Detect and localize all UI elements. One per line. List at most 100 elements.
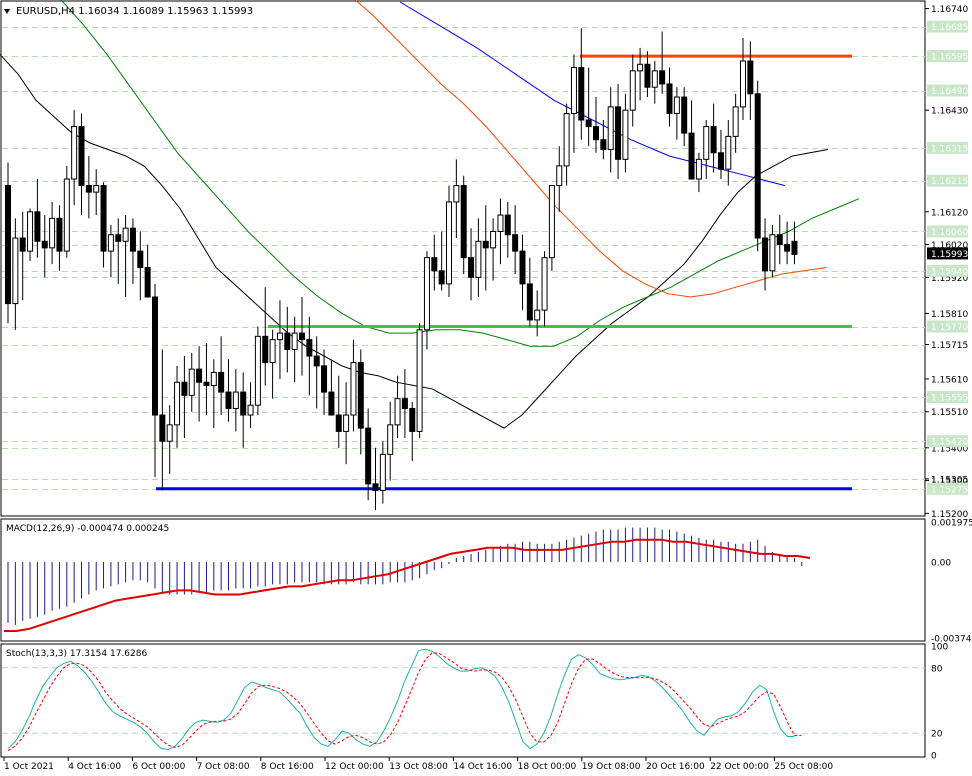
- candle-body: [394, 398, 401, 426]
- candle-body: [343, 414, 350, 432]
- candle-body: [100, 185, 107, 252]
- moving-averages: [0, 0, 860, 429]
- candle-body: [269, 339, 276, 364]
- price-level-badge: [927, 435, 968, 448]
- candle-body: [710, 126, 717, 154]
- price-level-label: 1.15940: [931, 267, 968, 277]
- candle-body: [41, 240, 48, 249]
- price-level-badge: [927, 320, 968, 333]
- stoch-panel[interactable]: [0, 643, 926, 758]
- candle-body: [203, 381, 210, 387]
- candle-body: [703, 126, 710, 160]
- candle-body: [232, 391, 239, 409]
- macd-tick-label: -0.003747: [931, 635, 972, 645]
- candle-body: [585, 119, 592, 128]
- price-level-label: 1.15555: [931, 393, 968, 403]
- candle-body: [284, 332, 291, 350]
- candle-body: [534, 309, 541, 321]
- candle-body: [387, 424, 394, 455]
- moving-average-line: [0, 54, 829, 429]
- candle-body: [747, 60, 754, 95]
- price-level-badge: [927, 141, 968, 154]
- candle-body: [225, 391, 232, 409]
- candle-body: [372, 483, 379, 491]
- price-level-badge: [927, 84, 968, 97]
- price-level-label: 1.16060: [931, 228, 968, 238]
- candle-body: [475, 240, 482, 278]
- price-level-label: 1.16685: [931, 23, 968, 33]
- price-level-label: 1.15420: [931, 438, 968, 448]
- candle-body: [166, 424, 173, 442]
- candle-body: [12, 237, 19, 305]
- price-level-badge: [927, 264, 968, 277]
- time-tick-label: 6 Oct 00:00: [132, 762, 185, 772]
- candle-body: [556, 165, 563, 187]
- candle-body: [78, 126, 85, 187]
- candle-body: [85, 185, 92, 193]
- horizontal-levels[interactable]: [156, 54, 852, 491]
- candle-body: [541, 257, 548, 311]
- candle-body: [593, 126, 599, 141]
- price-tick-label: 1.15810: [931, 310, 968, 320]
- price-tick-label: 1.15920: [931, 274, 968, 284]
- candle-body: [56, 217, 63, 252]
- candle-body: [490, 230, 497, 249]
- candle-body: [49, 217, 56, 249]
- candle-body: [218, 371, 225, 393]
- candle-body: [776, 234, 783, 246]
- candle-body: [673, 96, 680, 114]
- moving-average-line: [354, 0, 827, 298]
- price-tick-label: 1.15300: [931, 477, 968, 487]
- candle-body: [115, 234, 122, 242]
- candle-body: [379, 453, 386, 491]
- candle-body: [519, 250, 526, 285]
- price-tick-label: 1.15510: [931, 408, 968, 418]
- candle-body: [725, 135, 732, 170]
- candle-body: [350, 362, 357, 416]
- time-tick-label: 4 Oct 16:00: [68, 762, 121, 772]
- macd-label: MACD(12,26,9) -0.000474 0.000245: [6, 524, 169, 534]
- price-level-badge: [927, 174, 968, 187]
- candlesticks: [5, 28, 798, 511]
- price-tick-label: 1.15200: [931, 510, 968, 520]
- candle-body: [144, 267, 151, 298]
- time-tick-label: 22 Oct 00:00: [710, 762, 769, 772]
- candle-body: [666, 83, 673, 114]
- stoch-tick-label: 0: [931, 752, 937, 762]
- candle-body: [754, 93, 761, 239]
- candle-body: [607, 106, 614, 151]
- candle-body: [328, 391, 335, 416]
- time-axis: 1 Oct 2021 4 Oct 16:00 6 Oct 00:00 7 Oct 08…: [3, 757, 833, 772]
- moving-average-line: [60, 0, 860, 347]
- chart-header: EURUSD,H4 1.16034 1.16089 1.15963 1.1599…: [16, 6, 253, 17]
- candle-body: [637, 63, 644, 72]
- main-panel[interactable]: [0, 0, 926, 517]
- collapse-triangle-icon[interactable]: [4, 9, 10, 14]
- candle-body: [717, 152, 724, 170]
- candle-body: [129, 227, 136, 252]
- candle-body: [240, 391, 247, 416]
- candle-body: [19, 237, 26, 252]
- candle-body: [335, 414, 342, 432]
- current-price-badge: [927, 247, 968, 260]
- candle-body: [247, 404, 254, 416]
- candle-body: [769, 234, 776, 272]
- price-tick-label: 1.15305: [931, 475, 968, 485]
- stoch-main-line: [7, 648, 795, 751]
- macd-panel[interactable]: [0, 518, 926, 642]
- candle-body: [365, 427, 372, 485]
- candle-body: [159, 414, 166, 442]
- macd-signal-line: [4, 538, 811, 632]
- price-tick-label: 1.16430: [931, 107, 968, 117]
- time-tick-label: 20 Oct 16:00: [646, 762, 705, 772]
- candle-body: [497, 214, 504, 232]
- time-tick-label: 13 Oct 08:00: [389, 762, 448, 772]
- price-level-badge: [927, 50, 968, 63]
- candle-body: [791, 240, 798, 255]
- candle-body: [107, 234, 114, 252]
- price-tick-label: 1.15400: [931, 444, 968, 454]
- candle-body: [291, 332, 298, 350]
- stoch-tick-label: 20: [931, 730, 943, 740]
- time-tick-label: 12 Oct 00:00: [325, 762, 384, 772]
